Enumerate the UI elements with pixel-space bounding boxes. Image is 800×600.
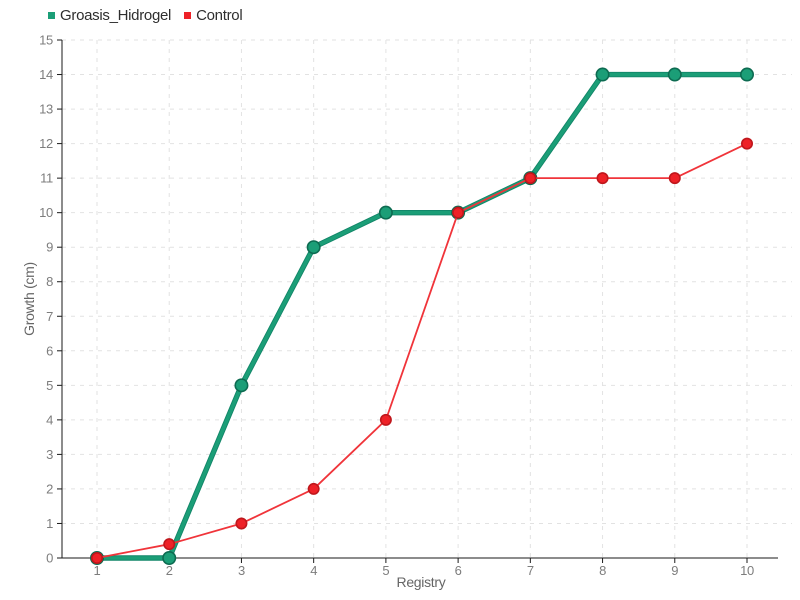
data-point-control (524, 172, 537, 185)
x-tick-label: 5 (382, 563, 389, 578)
y-tick-label: 14 (39, 67, 53, 82)
y-tick-label: 7 (46, 309, 53, 324)
x-tick-label: 7 (527, 563, 534, 578)
y-tick-label: 0 (46, 551, 53, 566)
data-point-groasis_hidrogel (378, 205, 393, 220)
x-tick-label: 4 (310, 563, 317, 578)
x-tick-label: 6 (455, 563, 462, 578)
x-tick-label: 1 (94, 563, 101, 578)
legend-swatch-control (184, 12, 192, 19)
x-tick-label: 8 (599, 563, 606, 578)
data-point-groasis_hidrogel (595, 67, 610, 82)
y-tick-label: 6 (46, 343, 53, 358)
y-tick-label: 8 (46, 274, 53, 289)
data-point-groasis_hidrogel (739, 67, 754, 82)
y-tick-label: 3 (46, 447, 53, 462)
y-axis-title: Growth (cm) (21, 262, 37, 336)
y-tick-label: 9 (46, 240, 53, 255)
series-line-0 (95, 72, 749, 560)
data-point-control (740, 137, 753, 150)
y-tick-label: 2 (46, 481, 53, 496)
data-point-groasis_hidrogel (162, 550, 177, 565)
x-tick-label: 2 (166, 563, 173, 578)
y-tick-label: 12 (39, 136, 53, 151)
data-point-control (596, 172, 609, 185)
series-line-1 (96, 142, 748, 559)
y-tick-label: 15 (39, 33, 53, 48)
data-point-control (235, 517, 248, 530)
legend: Groasis_Hidrogel Control (48, 7, 243, 24)
y-tick-label: 5 (46, 378, 53, 393)
data-point-control (163, 538, 176, 551)
data-point-control (452, 206, 465, 219)
legend-label-groasis-hidrogel: Groasis_Hidrogel (60, 7, 172, 24)
x-axis-title: Registry (397, 574, 446, 590)
x-tick-label: 3 (238, 563, 245, 578)
data-point-groasis_hidrogel (667, 67, 682, 82)
data-point-control (668, 172, 681, 185)
data-point-groasis_hidrogel (306, 240, 321, 255)
y-tick-label: 1 (46, 516, 53, 531)
y-tick-label: 11 (40, 171, 53, 186)
legend-item-control: Control (184, 7, 243, 24)
legend-swatch-groasis-hidrogel (48, 12, 55, 19)
data-point-control (379, 413, 392, 426)
y-tick-label: 13 (39, 102, 53, 117)
x-tick-label: 9 (671, 563, 678, 578)
y-tick-label: 4 (46, 412, 53, 427)
data-point-control (91, 551, 104, 564)
y-tick-label: 10 (39, 205, 53, 220)
data-point-control (307, 482, 320, 495)
x-tick-label: 10 (740, 563, 754, 578)
legend-label-control: Control (196, 7, 243, 24)
data-point-groasis_hidrogel (234, 378, 249, 393)
legend-item-groasis-hidrogel: Groasis_Hidrogel (48, 7, 171, 24)
